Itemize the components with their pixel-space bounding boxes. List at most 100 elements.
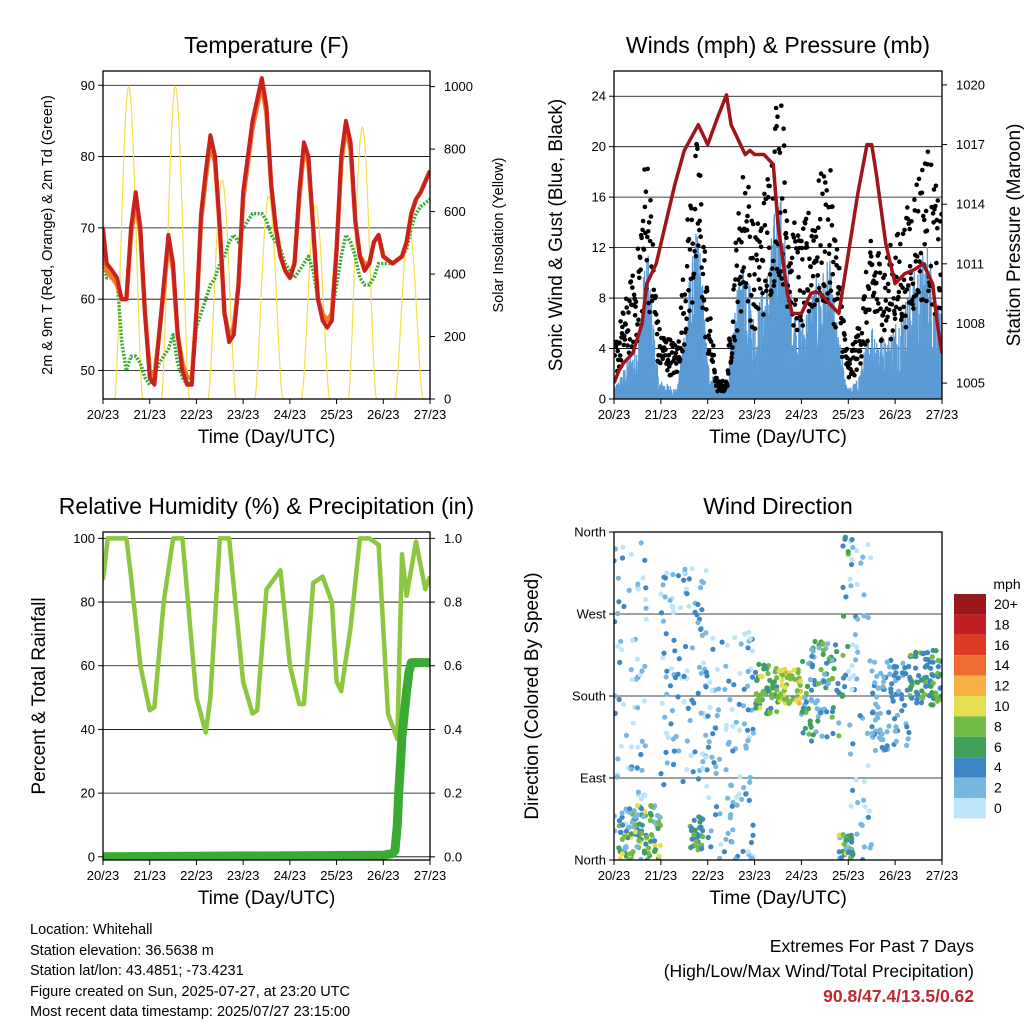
solar-insolation-line — [254, 194, 284, 399]
gust-point — [692, 249, 697, 254]
gust-point — [776, 146, 782, 152]
direction-point — [614, 546, 618, 552]
direction-point — [687, 717, 693, 724]
gust-point — [826, 251, 832, 256]
y2-tick-label: 0.2 — [444, 786, 462, 801]
gust-point — [878, 306, 883, 312]
direction-point — [740, 703, 747, 709]
direction-point — [750, 822, 756, 828]
direction-point — [683, 586, 690, 592]
gust-point — [839, 354, 845, 360]
y-tick-label: North — [574, 525, 606, 540]
y-tick-label: 16 — [592, 190, 606, 205]
direction-point — [891, 663, 897, 670]
gust-point — [690, 275, 696, 280]
direction-point — [616, 599, 622, 605]
direction-point — [890, 698, 896, 704]
direction-point — [670, 571, 676, 578]
direction-point — [886, 709, 892, 716]
direction-point — [718, 841, 724, 848]
gust-point — [794, 327, 800, 333]
direction-point — [706, 739, 712, 745]
pressure-line — [614, 93, 942, 384]
direction-point — [642, 792, 648, 799]
direction-point — [907, 674, 913, 681]
direction-point — [808, 687, 815, 693]
gust-point — [830, 272, 836, 277]
direction-point — [741, 686, 747, 692]
legend-label: 16 — [994, 637, 1010, 653]
direction-point — [846, 668, 852, 675]
gust-point — [734, 248, 739, 253]
direction-point — [730, 799, 736, 805]
direction-point — [638, 751, 644, 758]
direction-point — [680, 778, 686, 785]
gust-point — [914, 182, 919, 188]
gust-point — [625, 343, 630, 348]
direction-point — [798, 695, 804, 701]
gust-point — [729, 351, 735, 356]
gust-point — [908, 276, 914, 282]
recent-timestamp: Most recent data timestamp: 2025/07/27 2… — [30, 1004, 351, 1020]
gust-point — [771, 283, 777, 288]
direction-point — [628, 667, 634, 673]
direction-point — [869, 730, 876, 736]
direction-point — [914, 679, 920, 685]
direction-point — [843, 594, 849, 600]
gust-point — [847, 357, 853, 363]
chart-title: Wind Direction — [703, 493, 853, 519]
y2-tick-label: 0.8 — [444, 595, 462, 610]
gust-point — [764, 283, 770, 289]
gust-point — [911, 306, 916, 311]
direction-point — [899, 670, 906, 676]
gust-point — [844, 346, 850, 352]
direction-point — [736, 727, 743, 733]
direction-point — [617, 659, 623, 666]
gust-point — [620, 324, 625, 330]
direction-point — [930, 673, 936, 679]
gust-point — [907, 263, 913, 269]
gust-point — [816, 225, 821, 230]
gust-point — [708, 339, 714, 344]
direction-point — [839, 693, 845, 699]
gust-point — [917, 259, 922, 264]
direction-point — [864, 730, 871, 737]
direction-point — [836, 849, 842, 855]
direction-point — [719, 639, 725, 645]
gust-point — [750, 221, 756, 227]
gust-point — [727, 338, 732, 343]
y-tick-label: 24 — [592, 89, 606, 104]
direction-point — [660, 582, 666, 588]
gust-point — [879, 322, 885, 328]
direction-point — [743, 791, 749, 797]
gust-point — [622, 337, 628, 342]
direction-point — [614, 813, 617, 819]
gust-point — [926, 288, 931, 294]
direction-point — [831, 666, 837, 672]
gust-point — [799, 238, 804, 244]
x-tick-label: 26/23 — [367, 868, 400, 883]
direction-point — [619, 647, 625, 653]
x-tick-label: 23/23 — [738, 868, 771, 883]
direction-point — [797, 682, 803, 688]
direction-point — [865, 763, 871, 769]
direction-point — [799, 709, 805, 715]
gust-point — [771, 258, 776, 264]
direction-point — [933, 648, 939, 654]
direction-point — [643, 585, 649, 591]
gust-point — [938, 305, 942, 311]
direction-point — [685, 705, 691, 712]
direction-point — [652, 848, 658, 854]
gust-point — [654, 331, 660, 337]
gust-point — [738, 309, 744, 314]
direction-point — [929, 654, 935, 660]
x-tick-label: 26/23 — [879, 868, 912, 883]
direction-point — [732, 634, 738, 641]
gust-point — [677, 357, 683, 363]
direction-point — [618, 638, 624, 644]
direction-point — [692, 749, 698, 755]
direction-point — [662, 575, 669, 581]
x-tick-label: 27/23 — [414, 407, 447, 422]
gust-point — [752, 326, 758, 332]
direction-point — [615, 756, 621, 762]
